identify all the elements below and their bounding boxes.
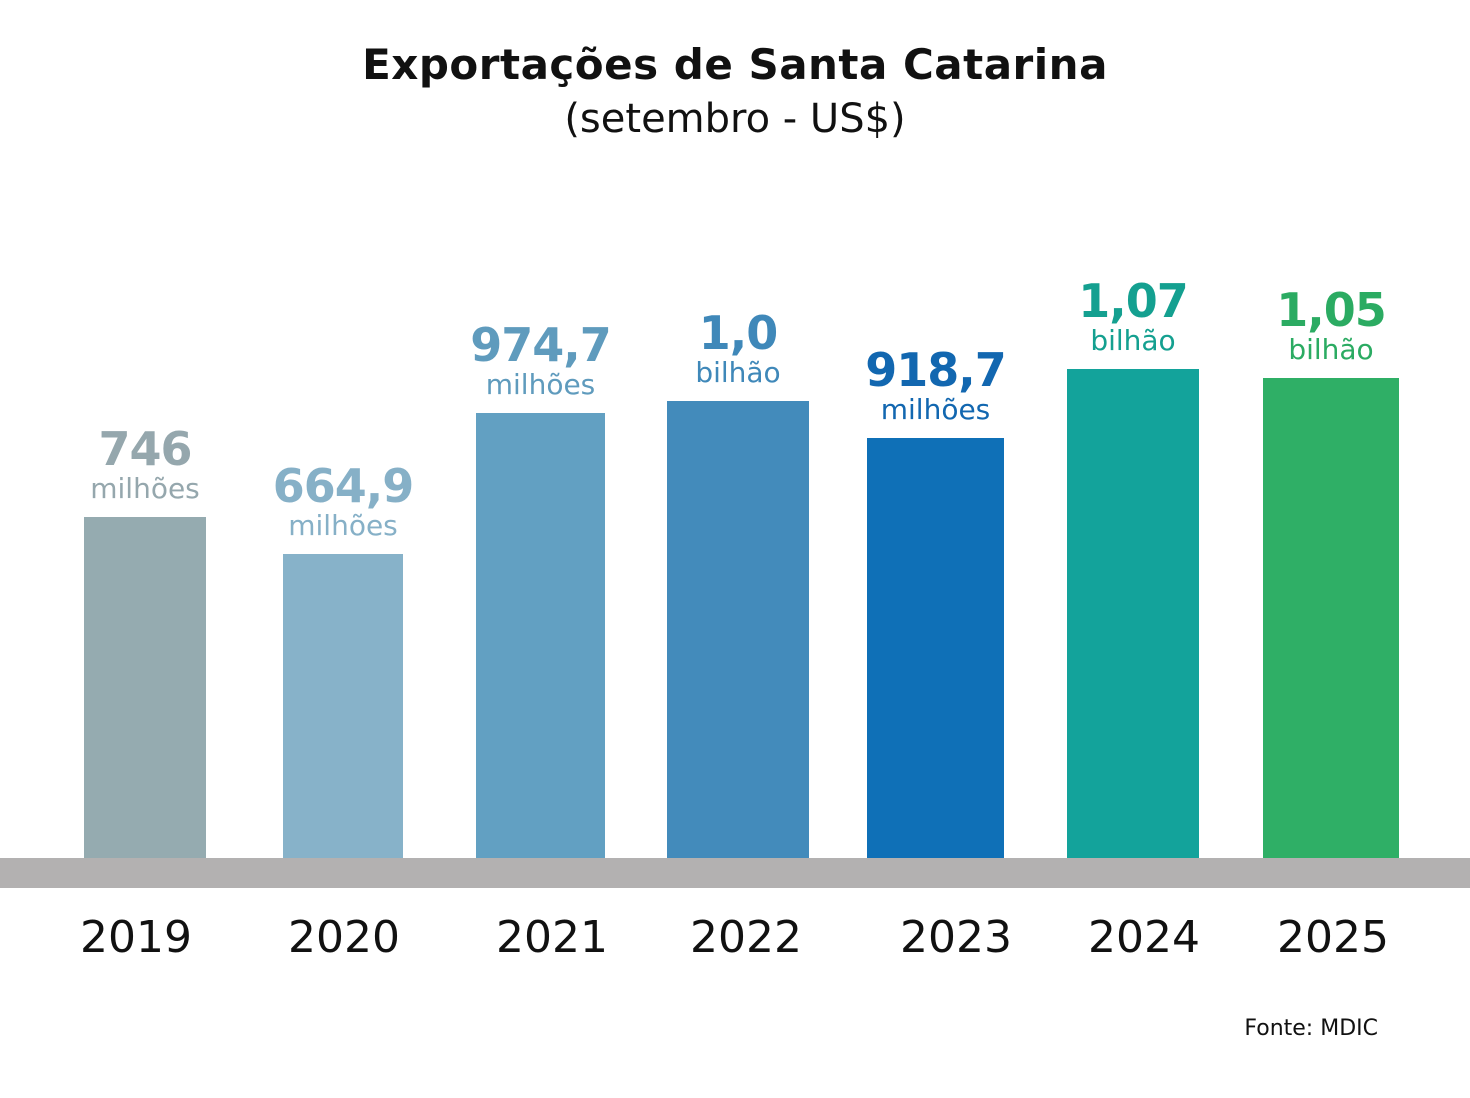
bar-2021 [476,412,605,858]
data-label-2025: 1,05 bilhão [1211,286,1451,366]
data-label-unit: bilhão [1090,324,1176,357]
x-tick-label-2023: 2023 [900,912,1012,963]
x-tick-label-2020: 2020 [288,912,400,963]
data-label-unit: milhões [90,472,200,506]
data-label-value: 1,07 [1078,274,1189,328]
data-label-2021: 974,7 milhões [421,321,661,401]
bar-2024 [1067,369,1199,858]
data-label-value: 1,05 [1276,283,1387,338]
data-label-unit: bilhão [1288,333,1374,367]
data-label-value: 1,0 [698,306,779,360]
x-tick-label-2025: 2025 [1277,912,1389,963]
x-axis-baseline [0,858,1470,888]
x-tick-label-2022: 2022 [690,912,802,963]
bar-2022 [667,401,809,858]
bar-2023 [867,438,1004,858]
chart-subtitle: (setembro - US$) [564,96,906,142]
data-label-value: 974,7 [470,317,612,372]
data-label-unit: milhões [880,393,991,427]
data-label-unit: milhões [485,367,596,401]
data-label-2023: 918,7 milhões [816,346,1056,426]
data-label-unit: bilhão [695,356,781,389]
x-tick-label-2021: 2021 [496,912,608,963]
data-label-2020: 664,9 milhões [223,462,463,542]
data-label-2019: 746 milhões [25,425,265,505]
source-note: Fonte: MDIC [1244,1016,1378,1041]
bar-2019 [84,517,206,858]
data-label-2024: 1,07 bilhão [1013,277,1253,357]
data-label-2022: 1,0 bilhão [618,309,858,389]
x-tick-label-2019: 2019 [80,912,192,963]
data-label-value: 664,9 [272,459,415,514]
data-label-value: 918,7 [865,343,1007,398]
chart-title: Exportações de Santa Catarina [362,40,1108,89]
bar-2025 [1263,378,1399,858]
data-label-unit: milhões [288,509,398,543]
bar-2020 [283,554,403,858]
data-label-value: 746 [98,422,192,477]
x-tick-label-2024: 2024 [1088,912,1200,963]
